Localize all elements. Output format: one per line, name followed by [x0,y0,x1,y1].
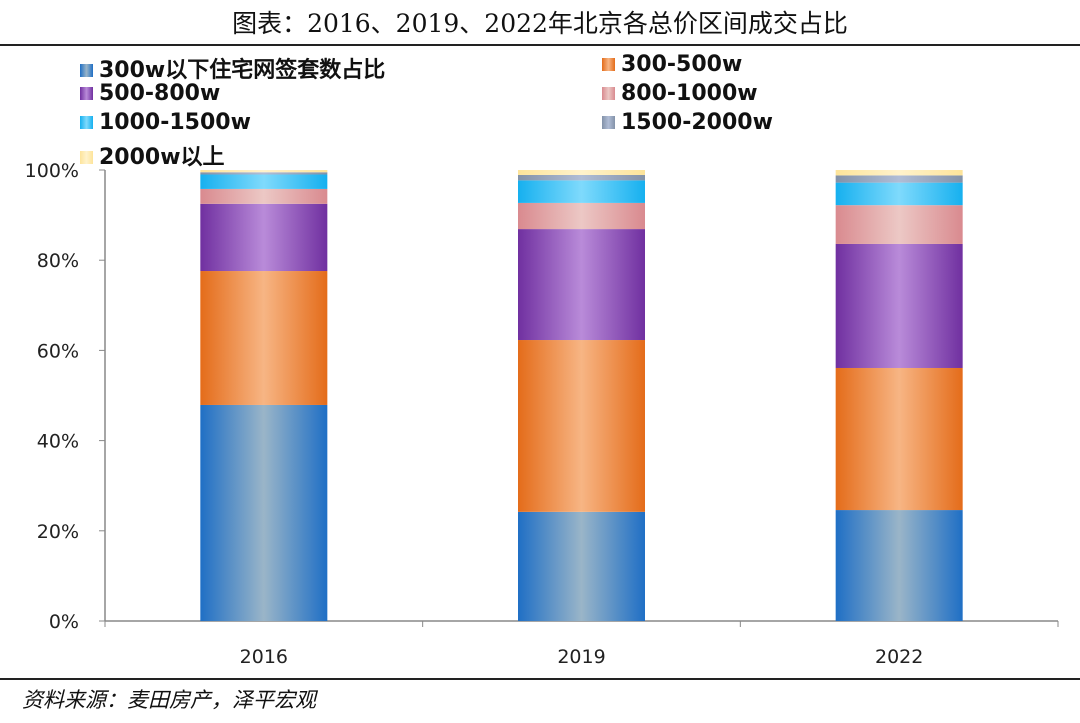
bar-segment [200,170,328,173]
bar-segment [835,182,963,206]
bar-segment [835,367,963,511]
y-tick-label: 20% [37,521,79,543]
x-tick-label: 2019 [557,646,605,668]
legend-swatch [602,87,615,100]
bar-segment [835,175,963,183]
legend-label: 800-1000w [621,81,758,106]
bar-segment [200,404,328,621]
x-tick-label: 2022 [875,646,923,668]
bar-segment [518,202,645,230]
legend-swatch [80,116,93,129]
y-tick-label: 40% [37,431,79,453]
source-note: 资料来源：麦田房产，泽平宏观 [22,688,316,712]
legend-label: 2000w以上 [99,145,225,170]
legend-swatch [602,116,615,129]
legend-item: 2000w以上 [80,139,225,171]
legend-label: 300w以下住宅网签套数占比 [99,58,386,83]
y-tick-label: 60% [37,340,79,362]
bar-segment [200,172,328,175]
legend-item: 300-500w [602,52,742,77]
legend-label: 500-800w [99,81,221,106]
bar-segment [200,188,328,204]
y-tick-label: 100% [25,160,79,182]
bar-segment [835,170,963,176]
x-tick-label: 2016 [240,646,288,668]
title-divider [0,44,1080,46]
legend-item: 800-1000w [602,81,758,106]
bar-segment [200,203,328,272]
bar-segment [518,180,645,203]
bar-segment [518,170,645,175]
legend-label: 300-500w [621,52,743,77]
legend-label: 1500-2000w [621,110,773,135]
y-tick-label: 80% [37,250,79,272]
bar-segment [835,510,963,621]
legend-item: 1000-1500w [80,110,251,135]
bar-segment [200,271,328,405]
legend-label: 1000-1500w [99,110,251,135]
bar-segment [518,229,645,341]
bar-segment [518,174,645,181]
legend-swatch [602,58,615,71]
chart-title: 图表：2016、2019、2022年北京各总价区间成交占比 [232,9,848,38]
legend-swatch [80,151,93,164]
legend-item: 1500-2000w [602,110,773,135]
legend-item: 500-800w [80,81,220,106]
bar-segment [835,243,963,368]
bar-segment [518,511,645,621]
legend-swatch [80,87,93,100]
bar-segment [835,205,963,244]
source-divider [0,678,1080,680]
legend-swatch [80,64,93,77]
y-tick-label: 0% [49,611,79,633]
legend-item: 300w以下住宅网签套数占比 [80,52,385,84]
bar-segment [200,174,328,189]
bar-segment [518,340,645,512]
